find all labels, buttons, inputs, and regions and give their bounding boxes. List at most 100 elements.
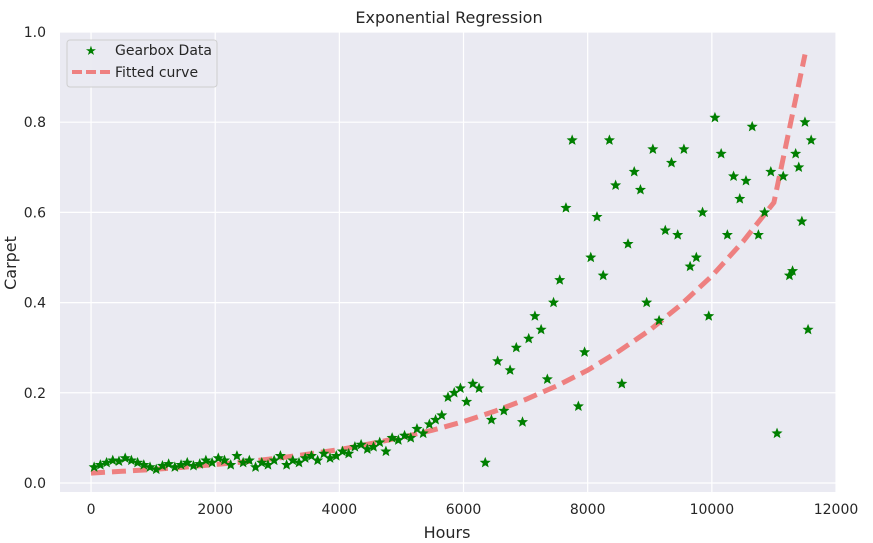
x-tick-label: 8000 [570,502,606,518]
data-point-star [492,355,504,366]
x-tick-label: 2000 [197,502,233,518]
data-point-star [566,134,578,145]
data-point-star [653,314,665,326]
data-point-star [715,147,727,159]
data-point-star [119,452,131,463]
data-point-star [805,134,817,145]
data-point-star [728,170,740,182]
data-point-star [287,454,299,466]
data-point-star [274,450,286,461]
data-point-star [703,310,715,321]
chart-title: Exponential Regression [355,8,542,27]
data-point-star [144,461,156,472]
x-tick-label: 10000 [690,502,735,518]
x-tick-label: 4000 [322,502,358,518]
data-point-star [461,395,473,407]
data-point-star [125,454,137,466]
data-point-star [312,454,324,466]
legend: ★ Gearbox Data Fitted curve [66,39,218,88]
data-point-star [535,323,547,335]
data-point-star [498,405,510,416]
data-point-star [697,206,709,218]
data-point-star [709,111,721,123]
data-point-star [548,296,560,308]
data-point-star [380,445,392,457]
data-point-star [225,459,237,470]
data-point-star [793,161,805,172]
data-point-star [771,427,783,439]
data-point-star [336,445,348,457]
data-point-star [622,238,634,249]
data-point-star [467,377,479,389]
data-point-star [734,193,746,204]
data-point-star [690,251,702,263]
y-axis-label: Carpet [1,236,20,290]
data-point-star [200,454,212,466]
data-point-star [597,269,609,281]
data-point-star [343,447,355,459]
data-point-star [765,165,777,177]
data-point-star [641,296,653,308]
data-point-star [740,175,752,186]
data-point-star [318,447,330,459]
data-point-star [560,202,572,213]
data-point-star [386,432,398,443]
legend-label-gearbox: Gearbox Data [115,43,212,59]
data-point-star [479,456,491,468]
data-point-star [672,229,684,240]
data-point-star [374,436,386,448]
x-tick-label: 6000 [446,502,482,518]
data-point-star [243,454,255,466]
data-point-star [212,452,224,463]
data-point-star [504,364,516,375]
y-tick-label: 0.2 [24,386,46,402]
data-point-star [107,454,119,466]
plot-area [60,32,836,492]
data-point-star [138,459,150,470]
data-point-star [572,400,584,412]
x-axis-label: Hours [424,523,471,542]
data-point-star [628,165,640,177]
data-point-star [610,179,622,191]
y-tick-label: 0.4 [24,296,46,312]
data-point-star [163,458,175,469]
data-point-star [485,414,497,425]
data-point-star [585,251,597,263]
data-point-star [603,134,615,145]
data-point-star [355,438,367,450]
legend-label-fitted: Fitted curve [115,65,198,81]
x-tick-label: 12000 [814,502,859,518]
y-tick-label: 0.6 [24,205,46,221]
data-point-star [305,450,317,461]
data-point-star [510,341,522,353]
data-point-star [684,260,696,272]
data-point-star [554,274,566,285]
data-point-star [523,332,535,344]
data-point-star [787,265,799,276]
data-point-star [436,409,448,421]
data-point-star [473,382,485,393]
data-point-star [647,143,659,154]
data-point-star [405,432,417,443]
data-point-star [678,143,690,154]
data-point-star [256,456,268,468]
data-point-star [516,416,529,427]
data-point-star [529,310,541,321]
x-tick-label: 0 [87,502,96,518]
data-point-star [218,454,231,466]
data-point-star [417,427,429,439]
y-tick-label: 0.8 [24,115,46,131]
fitted-curve-line [90,53,808,476]
data-point-star [132,456,144,468]
data-point-star [579,346,591,357]
legend-box [66,39,218,88]
data-point-star [181,456,193,468]
data-point-star [746,120,758,132]
data-point-star [752,229,764,240]
data-point-star [721,229,733,240]
data-point-star [777,170,789,182]
legend-star-marker: ★ [85,44,97,59]
data-point-star [231,450,243,461]
data-point-star [411,423,423,434]
